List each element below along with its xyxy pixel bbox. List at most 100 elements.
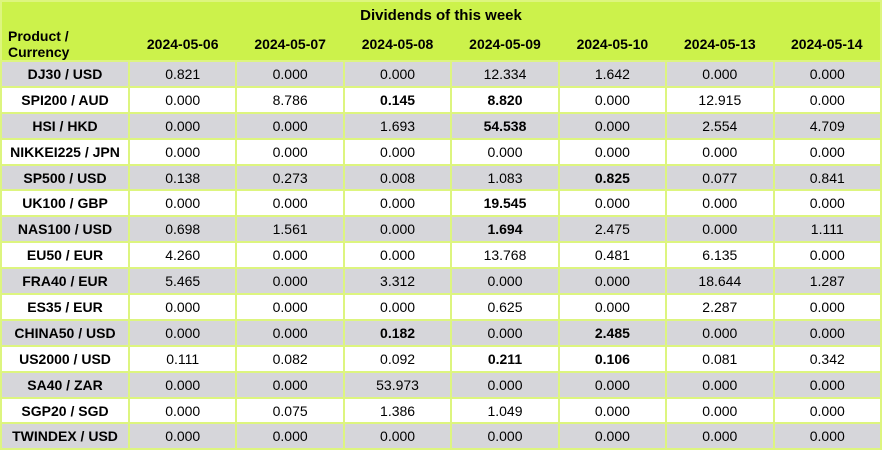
dividend-value-cell: 0.000: [772, 189, 882, 218]
date-column-header: 2024-05-07: [236, 28, 344, 61]
dividend-value-cell: 0.000: [235, 137, 345, 166]
product-cell: TWINDEX / USD: [0, 422, 130, 450]
table-row: CHINA50 / USD 0.000 0.000 0.182 0.000 2.485 0.…: [0, 318, 882, 347]
product-cell: FRA40 / EUR: [0, 267, 130, 296]
dividend-value-cell: 0.000: [450, 137, 560, 166]
dividend-value-cell: 0.000: [127, 370, 238, 399]
dividend-value-cell: 0.000: [665, 370, 775, 399]
date-column-header: 2024-05-10: [558, 28, 667, 61]
product-cell: UK100 / GBP: [0, 189, 130, 218]
dividend-value-cell: 0.000: [127, 422, 238, 450]
dividend-value-cell: 0.000: [450, 422, 560, 450]
table-row: NAS100 / USD 0.698 1.561 0.000 1.694 2.475 0.0…: [0, 215, 882, 244]
dividend-value-cell: 2.475: [557, 215, 668, 244]
product-cell: SPI200 / AUD: [0, 85, 130, 114]
dividend-value-cell: 0.698: [127, 215, 238, 244]
dividend-value-cell: 0.000: [235, 293, 345, 321]
product-cell: SA40 / ZAR: [0, 370, 130, 399]
dividend-value-cell: 0.000: [557, 267, 668, 296]
dividend-value-cell: 3.312: [342, 267, 453, 296]
dividend-value-cell: 2.287: [665, 293, 775, 321]
dividend-value-cell: 54.538: [450, 111, 560, 140]
dividend-value-cell: 0.000: [557, 422, 668, 450]
dividend-value-cell: 0.000: [127, 85, 238, 114]
dividend-value-cell: 0.000: [342, 137, 453, 166]
dividend-value-cell: 0.000: [342, 189, 453, 218]
dividend-value-cell: 0.082: [235, 344, 345, 373]
dividend-value-cell: 0.000: [127, 293, 238, 321]
dividend-value-cell: 0.000: [772, 370, 882, 399]
dividend-value-cell: 0.000: [665, 396, 775, 425]
dividend-value-cell: 0.000: [235, 241, 345, 270]
dividend-value-cell: 0.273: [235, 163, 345, 192]
product-cell: DJ30 / USD: [0, 60, 130, 88]
dividend-value-cell: 0.000: [772, 318, 882, 347]
dividend-value-cell: 0.841: [772, 163, 882, 192]
dividend-value-cell: 0.000: [772, 85, 882, 114]
dividend-value-cell: 0.000: [235, 111, 345, 140]
dividend-value-cell: 0.000: [772, 241, 882, 270]
dividend-value-cell: 0.008: [342, 163, 453, 192]
dividend-value-cell: 0.092: [342, 344, 453, 373]
dividend-value-cell: 1.083: [450, 163, 560, 192]
table-row: SPI200 / AUD 0.000 8.786 0.145 8.820 0.000 12.…: [0, 85, 882, 114]
date-column-header: 2024-05-14: [773, 28, 881, 61]
dividend-value-cell: 0.821: [127, 60, 238, 88]
dividend-value-cell: 12.915: [665, 85, 775, 114]
dividend-value-cell: 0.000: [665, 422, 775, 450]
dividend-value-cell: 19.545: [450, 189, 560, 218]
table-row: ES35 / EUR 0.000 0.000 0.000 0.625 0.000 2.287…: [0, 293, 882, 321]
dividend-value-cell: 0.077: [665, 163, 775, 192]
dividend-value-cell: 0.000: [235, 189, 345, 218]
column-header-row: Product / Currency 2024-05-06 2024-05-07 2…: [1, 28, 881, 61]
dividend-value-cell: 0.625: [450, 293, 560, 321]
product-cell: HSI / HKD: [0, 111, 130, 140]
dividend-value-cell: 0.000: [342, 293, 453, 321]
dividend-value-cell: 0.000: [665, 137, 775, 166]
dividend-value-cell: 0.000: [127, 396, 238, 425]
dividend-value-cell: 0.138: [127, 163, 238, 192]
date-column-header: 2024-05-06: [129, 28, 237, 61]
dividend-value-cell: 0.000: [235, 370, 345, 399]
dividend-value-cell: 0.000: [342, 215, 453, 244]
dividend-value-cell: 0.211: [450, 344, 560, 373]
dividend-value-cell: 6.135: [665, 241, 775, 270]
date-column-header: 2024-05-09: [451, 28, 559, 61]
dividend-value-cell: 0.182: [342, 318, 453, 347]
table-body: DJ30 / USD 0.821 0.000 0.000 12.334 1.642 0.00…: [0, 60, 882, 450]
title-row: Dividends of this week: [1, 1, 881, 28]
dividend-value-cell: 1.386: [342, 396, 453, 425]
table-title: Dividends of this week: [1, 1, 881, 28]
date-column-header: 2024-05-13: [666, 28, 774, 61]
dividend-value-cell: 0.000: [127, 318, 238, 347]
table-row: SGP20 / SGD 0.000 0.075 1.386 1.049 0.000 0.00…: [0, 396, 882, 425]
table-row: NIKKEI225 / JPN 0.000 0.000 0.000 0.000 0.000…: [0, 137, 882, 166]
dividend-value-cell: 18.644: [665, 267, 775, 296]
dividend-value-cell: 4.260: [127, 241, 238, 270]
table-row: SA40 / ZAR 0.000 0.000 53.973 0.000 0.000 0.00…: [0, 370, 882, 399]
dividend-value-cell: 0.145: [342, 85, 453, 114]
dividend-value-cell: 2.485: [557, 318, 668, 347]
date-column-header: 2024-05-08: [343, 28, 452, 61]
product-cell: NIKKEI225 / JPN: [0, 137, 130, 166]
dividend-value-cell: 0.000: [127, 189, 238, 218]
dividend-value-cell: 0.081: [665, 344, 775, 373]
dividend-value-cell: 0.000: [557, 137, 668, 166]
dividend-value-cell: 0.000: [772, 396, 882, 425]
dividend-value-cell: 2.554: [665, 111, 775, 140]
product-cell: US2000 / USD: [0, 344, 130, 373]
dividend-value-cell: 13.768: [450, 241, 560, 270]
dividend-value-cell: 0.481: [557, 241, 668, 270]
table-row: HSI / HKD 0.000 0.000 1.693 54.538 0.000 2.554…: [0, 111, 882, 140]
dividend-value-cell: 1.693: [342, 111, 453, 140]
dividend-value-cell: 0.000: [557, 189, 668, 218]
dividend-value-cell: 0.000: [772, 293, 882, 321]
table-row: DJ30 / USD 0.821 0.000 0.000 12.334 1.642 0.00…: [0, 60, 882, 88]
dividend-value-cell: 0.000: [235, 60, 345, 88]
dividend-value-cell: 0.000: [772, 60, 882, 88]
dividend-value-cell: 0.000: [235, 267, 345, 296]
table-row: TWINDEX / USD 0.000 0.000 0.000 0.000 0.000 0.…: [0, 422, 882, 450]
dividend-value-cell: 0.000: [772, 422, 882, 450]
dividend-value-cell: 0.000: [665, 215, 775, 244]
